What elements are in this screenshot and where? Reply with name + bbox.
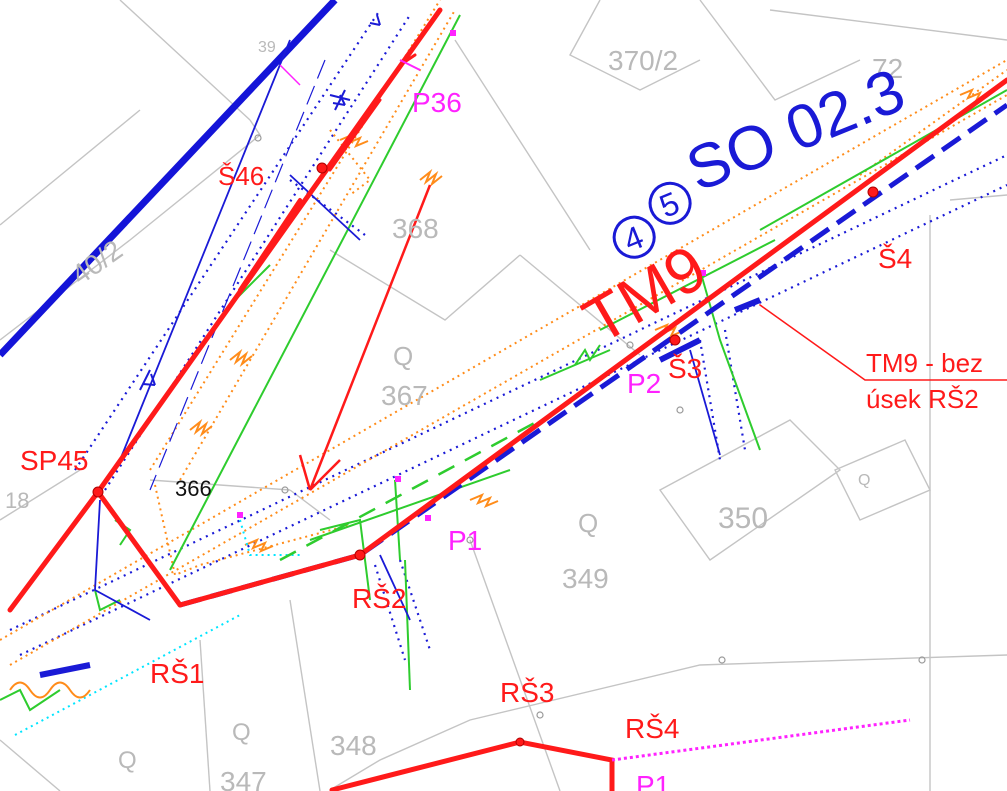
parcel-letter: Q bbox=[858, 472, 870, 489]
point-label-p2: P2 bbox=[627, 368, 661, 399]
parcel-number: 350 bbox=[718, 502, 768, 535]
manhole-label-rs2: RŠ2 bbox=[352, 583, 406, 614]
callout-line-2: úsek RŠ2 bbox=[866, 384, 979, 414]
callout-note: TM9 - bez úsek RŠ2 bbox=[866, 348, 983, 414]
manholes bbox=[92, 162, 879, 747]
manhole-label-s4: Š4 bbox=[878, 243, 912, 274]
valve-symbol bbox=[9, 681, 91, 699]
parcel-number: 18 bbox=[5, 488, 29, 513]
parcel-letter: Q bbox=[232, 719, 251, 746]
parcel-number: 367 bbox=[381, 380, 428, 411]
manhole-label-rs4: RŠ4 bbox=[625, 713, 679, 744]
parcel-letter: Q bbox=[578, 508, 598, 538]
green-dashes bbox=[279, 418, 541, 562]
green-lines bbox=[0, 14, 1007, 712]
cyan-lines bbox=[14, 519, 300, 736]
water-flow-arrows bbox=[142, 14, 381, 386]
callout-line-1: TM9 - bez bbox=[866, 348, 983, 378]
network-labels: P36 Š46 SP45 Š4 Š3 P2 P1 RŠ2 RŠ1 RŠ3 RŠ4… bbox=[20, 87, 912, 791]
parcel-number: 349 bbox=[562, 563, 609, 594]
survey-points bbox=[254, 134, 926, 719]
parcel-number: 368 bbox=[392, 213, 439, 244]
manhole-label-sp45: SP45 bbox=[20, 445, 89, 476]
parcel-number: 39 bbox=[258, 39, 276, 56]
parcel-number: 347 bbox=[220, 766, 267, 791]
point-label-p1: P1 bbox=[448, 525, 482, 556]
water-main bbox=[39, 39, 1007, 678]
manhole-label-s46: Š46 bbox=[218, 161, 264, 191]
parcel-letter: Q bbox=[393, 341, 413, 371]
project-code: 4 5 SO 02.3 bbox=[612, 56, 914, 259]
manhole-label-s3: Š3 bbox=[668, 353, 702, 384]
parcel-number: 348 bbox=[330, 730, 377, 761]
manhole-label-rs1: RŠ1 bbox=[150, 658, 204, 689]
gas-wavy bbox=[189, 88, 989, 553]
magenta-lines bbox=[279, 59, 911, 762]
point-label-p1-bottom: P1 bbox=[636, 770, 670, 791]
gas-lines bbox=[0, 0, 1007, 666]
flow-arrow bbox=[298, 184, 432, 491]
manhole-label-rs3: RŠ3 bbox=[500, 677, 554, 708]
parcel-number: 366 bbox=[175, 476, 212, 501]
parcel-number: 72 bbox=[872, 53, 903, 84]
parcel-number: 370/2 bbox=[608, 45, 678, 76]
magenta-points bbox=[237, 30, 706, 521]
project-code-label: SO 02.3 bbox=[677, 56, 914, 205]
point-label-p36: P36 bbox=[412, 87, 462, 118]
parcel-letter: Q bbox=[118, 747, 137, 774]
road-line bbox=[0, 0, 338, 358]
